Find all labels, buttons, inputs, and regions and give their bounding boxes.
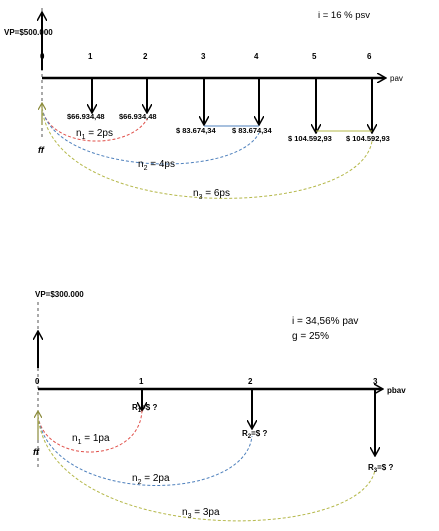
diagram-1: VP=$500.000 i = 16 % psv pav 0 1 2 3 4 5… [4, 8, 403, 201]
arc2-label-n2: n2 = 2pa [132, 473, 170, 486]
arc-label-n2: n2 = 4ps [138, 159, 175, 172]
period-5: 5 [312, 52, 317, 61]
period2-3: 3 [373, 377, 378, 386]
arc-label-n3: n3 = 6ps [193, 188, 230, 201]
arc-n3 [42, 108, 372, 198]
payment-label-1: $66.934,48 [67, 112, 105, 121]
arc-label-n1: n1 = 2ps [76, 128, 113, 141]
period-2: 2 [143, 52, 148, 61]
vp-label-2: VP=$300.000 [35, 290, 84, 299]
axis-label-2: pbav [387, 386, 406, 395]
ff-label: ff [38, 145, 45, 155]
payment-label-2: $66.934,48 [119, 112, 157, 121]
growth-label: g = 25% [292, 331, 329, 342]
period-0: 0 [40, 52, 45, 61]
period2-0: 0 [35, 377, 40, 386]
ff-label-2: ff [33, 447, 40, 457]
payment-label-3: $ 83.674,34 [176, 126, 216, 135]
period2-1: 1 [139, 377, 144, 386]
period-4: 4 [254, 52, 259, 61]
period-3: 3 [201, 52, 206, 61]
axis-label: pav [390, 74, 403, 83]
rate-label-2: i = 34,56% pav [292, 316, 358, 327]
arc2-label-n1: n1 = 1pa [72, 433, 110, 446]
payment-label-6: $ 104.592,93 [346, 134, 390, 143]
period2-2: 2 [248, 377, 253, 386]
payment2-label-1: R1=$ ? [132, 403, 157, 414]
period-1: 1 [88, 52, 93, 61]
arc2-n3 [38, 416, 375, 521]
payment-label-4: $ 83.674,34 [232, 126, 272, 135]
payment2-label-3: R3=$ ? [368, 463, 393, 474]
payment2-label-2: R2=$ ? [242, 429, 267, 440]
arc2-label-n3: n3 = 3pa [182, 507, 220, 520]
vp-label: VP=$500.000 [4, 28, 53, 37]
diagram-2: VP=$300.000 i = 34,56% pav g = 25% pbav … [33, 290, 406, 521]
payment-label-5: $ 104.592,93 [288, 134, 332, 143]
period-6: 6 [367, 52, 372, 61]
arc2-n1 [38, 410, 142, 452]
rate-label: i = 16 % psv [318, 10, 370, 21]
